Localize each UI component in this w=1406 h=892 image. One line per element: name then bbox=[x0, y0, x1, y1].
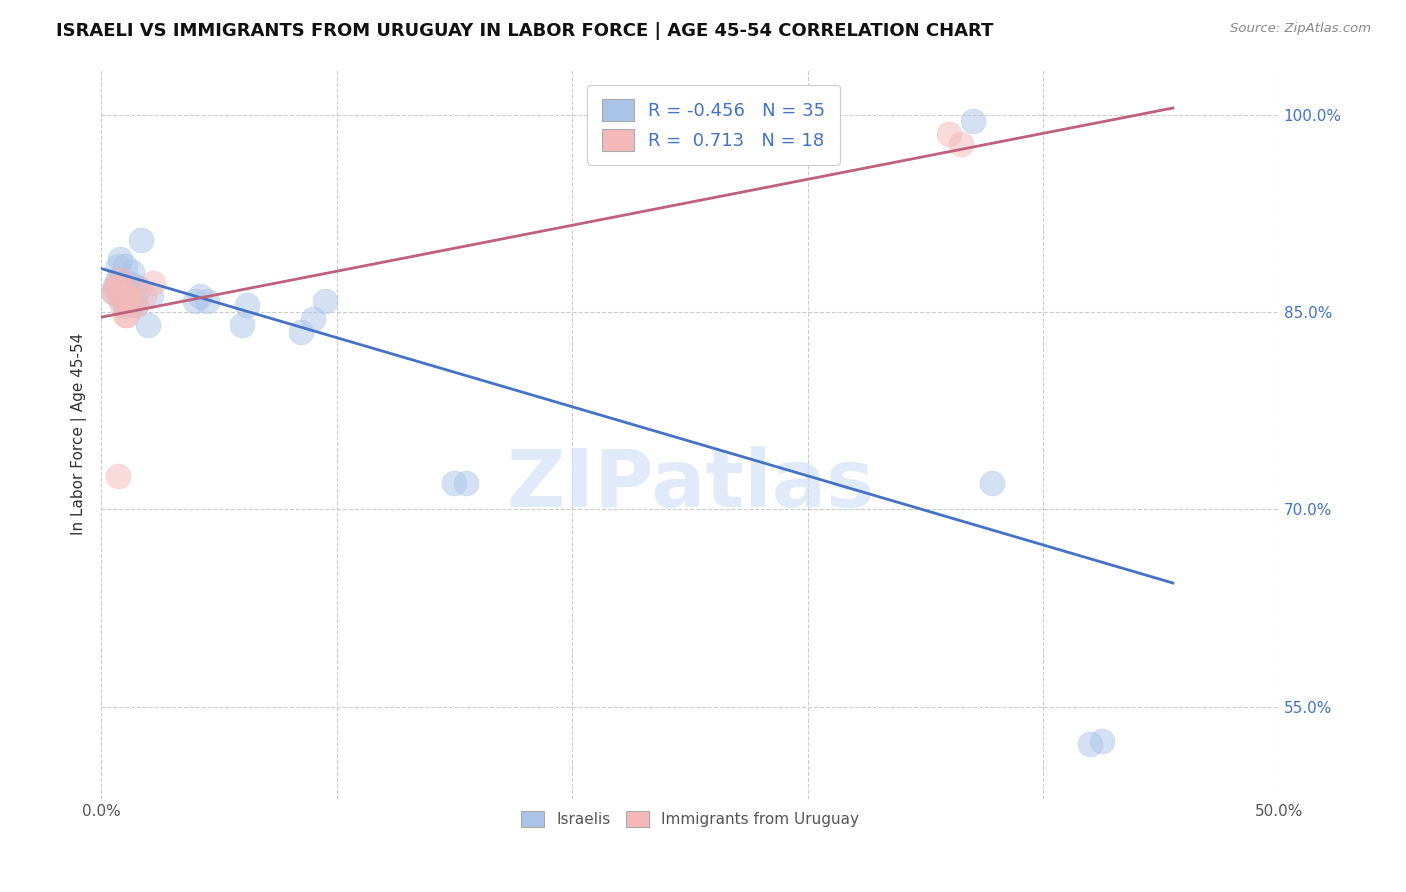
Point bbox=[101, 285, 124, 300]
Point bbox=[115, 281, 138, 295]
Point bbox=[962, 114, 984, 128]
Point bbox=[108, 292, 131, 306]
Point bbox=[118, 276, 141, 290]
Text: ISRAELI VS IMMIGRANTS FROM URUGUAY IN LABOR FORCE | AGE 45-54 CORRELATION CHART: ISRAELI VS IMMIGRANTS FROM URUGUAY IN LA… bbox=[56, 22, 994, 40]
Point bbox=[938, 128, 960, 142]
Text: Source: ZipAtlas.com: Source: ZipAtlas.com bbox=[1230, 22, 1371, 36]
Point bbox=[980, 476, 1002, 491]
Point bbox=[122, 278, 145, 293]
Point bbox=[101, 285, 124, 300]
Point bbox=[118, 289, 141, 303]
Point bbox=[236, 298, 259, 312]
Point bbox=[121, 298, 143, 312]
Point bbox=[111, 278, 134, 293]
Point bbox=[314, 294, 336, 309]
Point bbox=[188, 289, 211, 303]
Point bbox=[128, 281, 150, 295]
Legend: Israelis, Immigrants from Uruguay: Israelis, Immigrants from Uruguay bbox=[513, 804, 866, 835]
Point bbox=[129, 233, 152, 247]
Point bbox=[443, 476, 465, 491]
Point bbox=[107, 469, 129, 483]
Point bbox=[107, 259, 129, 273]
Point bbox=[456, 476, 478, 491]
Point bbox=[111, 298, 134, 312]
Point bbox=[114, 308, 136, 322]
Point bbox=[121, 281, 143, 295]
Point bbox=[104, 278, 127, 293]
Point bbox=[302, 311, 325, 326]
Point bbox=[111, 289, 134, 303]
Point bbox=[121, 265, 143, 279]
Point bbox=[108, 252, 131, 267]
Point bbox=[195, 294, 218, 309]
Point bbox=[184, 294, 207, 309]
Point bbox=[1080, 737, 1102, 751]
Point bbox=[949, 136, 972, 151]
Point bbox=[132, 289, 155, 303]
Point bbox=[125, 298, 148, 312]
Point bbox=[290, 325, 312, 339]
Point bbox=[104, 281, 127, 295]
Point bbox=[114, 289, 136, 303]
Point bbox=[125, 298, 148, 312]
Point bbox=[115, 308, 138, 322]
Point bbox=[108, 289, 131, 303]
Point bbox=[1091, 734, 1114, 748]
Point bbox=[114, 298, 136, 312]
Y-axis label: In Labor Force | Age 45-54: In Labor Force | Age 45-54 bbox=[72, 333, 87, 535]
Point bbox=[107, 272, 129, 286]
Text: ZIPatlas: ZIPatlas bbox=[506, 446, 875, 524]
Point bbox=[108, 272, 131, 286]
Point bbox=[231, 318, 253, 332]
Point bbox=[118, 289, 141, 303]
Point bbox=[136, 318, 159, 332]
Point bbox=[114, 259, 136, 273]
Point bbox=[139, 289, 162, 303]
Point bbox=[142, 276, 165, 290]
Point bbox=[107, 278, 129, 293]
Point bbox=[118, 294, 141, 309]
